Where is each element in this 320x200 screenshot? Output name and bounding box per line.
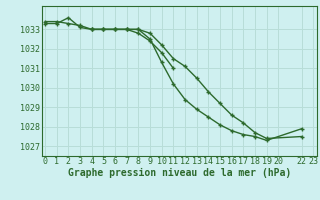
X-axis label: Graphe pression niveau de la mer (hPa): Graphe pression niveau de la mer (hPa) (68, 168, 291, 178)
